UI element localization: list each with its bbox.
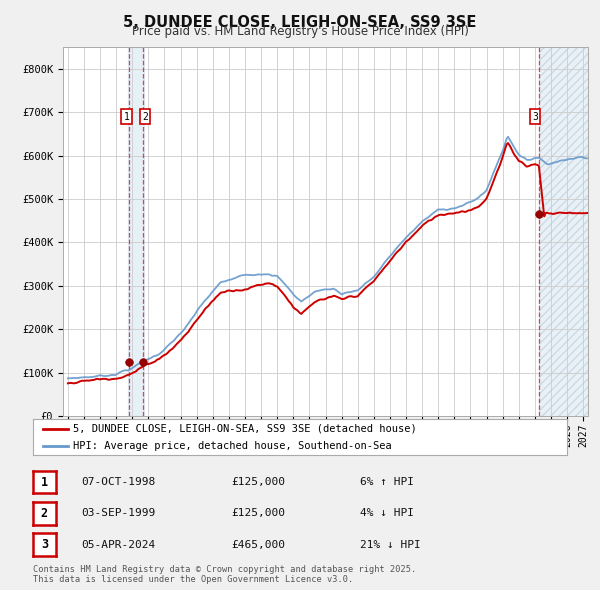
Bar: [539, 47, 588, 416]
Text: £465,000: £465,000: [231, 540, 285, 549]
Text: HPI: Average price, detached house, Southend-on-Sea: HPI: Average price, detached house, Sout…: [73, 441, 392, 451]
Text: £125,000: £125,000: [231, 477, 285, 487]
Text: 3: 3: [41, 538, 48, 551]
Text: 1: 1: [124, 112, 130, 122]
Text: 5, DUNDEE CLOSE, LEIGH-ON-SEA, SS9 3SE (detached house): 5, DUNDEE CLOSE, LEIGH-ON-SEA, SS9 3SE (…: [73, 424, 417, 434]
Text: 4% ↓ HPI: 4% ↓ HPI: [360, 509, 414, 518]
Text: 5, DUNDEE CLOSE, LEIGH-ON-SEA, SS9 3SE: 5, DUNDEE CLOSE, LEIGH-ON-SEA, SS9 3SE: [124, 15, 476, 30]
Text: 03-SEP-1999: 03-SEP-1999: [81, 509, 155, 518]
Text: 21% ↓ HPI: 21% ↓ HPI: [360, 540, 421, 549]
Bar: [539, 47, 588, 416]
Text: 1: 1: [41, 476, 48, 489]
Text: 3: 3: [532, 112, 538, 122]
Text: £125,000: £125,000: [231, 509, 285, 518]
Text: Contains HM Land Registry data © Crown copyright and database right 2025.
This d: Contains HM Land Registry data © Crown c…: [33, 565, 416, 584]
Bar: [128, 47, 144, 416]
Text: 2: 2: [41, 507, 48, 520]
Text: 6% ↑ HPI: 6% ↑ HPI: [360, 477, 414, 487]
Text: Price paid vs. HM Land Registry's House Price Index (HPI): Price paid vs. HM Land Registry's House …: [131, 25, 469, 38]
Text: 2: 2: [142, 112, 148, 122]
Text: 07-OCT-1998: 07-OCT-1998: [81, 477, 155, 487]
Text: 05-APR-2024: 05-APR-2024: [81, 540, 155, 549]
